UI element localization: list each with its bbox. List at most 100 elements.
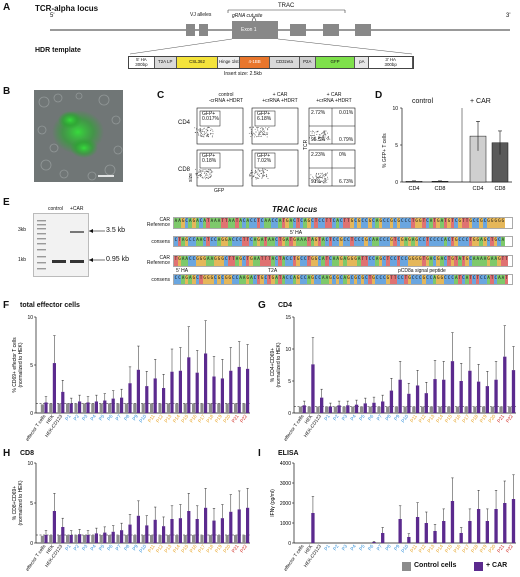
base: G [439, 275, 444, 284]
g-bar-car [328, 406, 333, 413]
q-cd4-lr: 0.79% [339, 137, 354, 143]
legend-car-label: + CAR [486, 562, 508, 569]
seq-label-1: CAR Reference [146, 217, 170, 228]
base: C [350, 275, 354, 284]
base: C [364, 275, 369, 284]
base: G [339, 256, 343, 266]
base: C [454, 218, 458, 228]
f-xtick-label: P1 [64, 413, 72, 422]
f-bar-car [246, 368, 250, 413]
i-bar-car [433, 531, 437, 543]
base: A [342, 256, 347, 266]
base: G [292, 237, 297, 246]
base: C [378, 275, 383, 284]
base: C [285, 275, 289, 284]
h-bar-car [44, 535, 48, 543]
f-xtick-label: P12 [155, 413, 165, 424]
f-bar-control [208, 403, 212, 413]
h-xtick-label: P14 [172, 543, 182, 554]
lane-control: control [48, 206, 64, 212]
h-bar-car [145, 525, 149, 543]
base: C [418, 275, 422, 284]
g-ytick-label: 0 [288, 411, 291, 417]
base: T [393, 275, 397, 284]
base: T [263, 237, 268, 246]
base: C [497, 237, 502, 246]
base: G [209, 275, 214, 284]
base: G [310, 256, 315, 266]
base: A [479, 256, 484, 266]
base: T [504, 275, 509, 284]
f-bar-control [57, 403, 61, 413]
h-title: CD8 [20, 450, 35, 457]
base: A [181, 275, 185, 284]
base: C [432, 237, 437, 246]
c-col-header-1: control -crRNA +HDRT [208, 92, 244, 104]
base: T [393, 237, 397, 246]
base: C [235, 237, 239, 246]
h-bar-car [94, 533, 98, 543]
base: C [436, 237, 440, 246]
base: G [436, 275, 440, 284]
h-bar-control [82, 535, 86, 543]
i-xtick-label: P15 [444, 543, 454, 554]
base: C [317, 275, 322, 284]
base: C [425, 218, 430, 228]
base: G [490, 218, 494, 228]
g-bar-control [333, 406, 338, 413]
f-bar-control [175, 403, 179, 413]
g-bar-car [433, 379, 437, 413]
base: G [493, 218, 498, 228]
base: T [306, 237, 311, 246]
g-bar-control [368, 406, 372, 413]
base: G [418, 218, 422, 228]
g-xtick-label: P1 [323, 413, 331, 422]
i-xtick-label: P11 [409, 543, 419, 553]
base: C [493, 275, 498, 284]
base: A [296, 237, 300, 246]
g-bar-car [389, 390, 394, 413]
base: C [465, 237, 469, 246]
d-group-car: + CAR [470, 98, 491, 105]
base: A [271, 256, 275, 266]
base: T [174, 256, 178, 266]
panel-c-letter: C [157, 90, 165, 101]
base: G [418, 256, 422, 266]
base: C [468, 256, 473, 266]
i-xtick-label: P10 [400, 543, 410, 554]
f-title: total effector cells [20, 302, 80, 309]
base: G [310, 275, 315, 284]
base: T [263, 256, 268, 266]
f-bar-control [225, 403, 229, 413]
h-xtick-label: HEK [45, 543, 56, 555]
g-xtick-label: P18 [470, 413, 480, 424]
base: A [184, 256, 189, 266]
base: T [227, 256, 232, 266]
hdr-segment-3: Hinge 1lst [218, 57, 241, 68]
base: C [242, 218, 246, 228]
base: A [411, 237, 415, 246]
h-xtick-label: P3 [81, 543, 89, 552]
seq-ann-5ha: 5' HA [290, 230, 303, 236]
base: G [378, 218, 383, 228]
panel-h-letter: H [3, 448, 11, 459]
gate-cd4-car: GFP+ 6.18% [257, 111, 272, 122]
h-xtick-label: P6 [106, 543, 114, 552]
base: G [206, 275, 210, 284]
i-xtick-label: P12 [418, 543, 428, 554]
i-xtick-label: effector T cells [283, 543, 306, 572]
g-bar-control [298, 406, 303, 413]
base: A [375, 256, 379, 266]
g-bar-car [337, 405, 341, 413]
base: A [263, 218, 268, 228]
seq-track-3: TGAACCGGGAAGGGCTTAGCTGAATTTACTACCTGCCTGG… [173, 255, 513, 267]
base: T [360, 256, 365, 266]
three-prime-label: 3' [506, 13, 511, 19]
h-bar-car [170, 519, 174, 543]
f-xtick-label: P9 [131, 413, 139, 422]
h-bar-car [246, 507, 250, 543]
h-bar-car [103, 532, 107, 543]
f-bar-car [136, 369, 140, 413]
seq-track-2: CTAGCCAACTCCAGGACCCTTCAGATAACTGATGAAATAG… [173, 236, 513, 247]
base: T [278, 237, 282, 246]
